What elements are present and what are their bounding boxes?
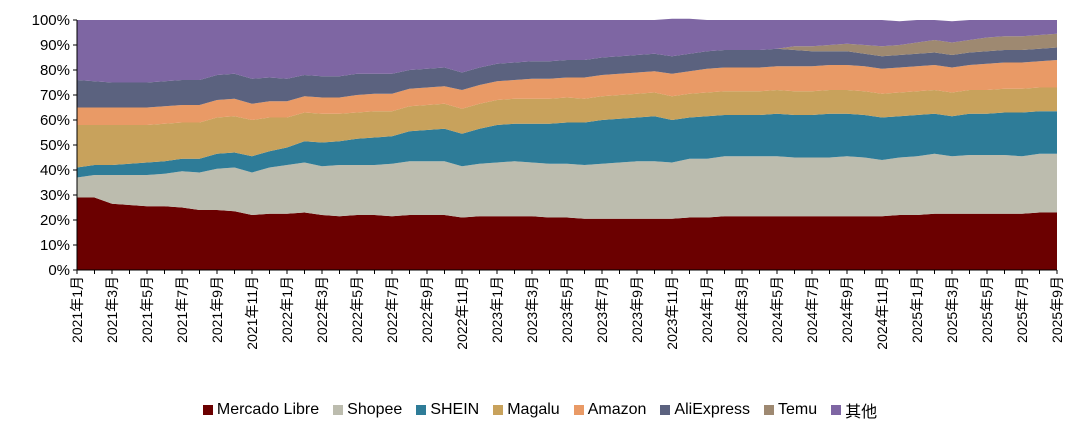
legend-item: Shopee: [333, 401, 402, 419]
legend-label: Temu: [777, 401, 818, 418]
y-tick-label: 10%: [40, 237, 70, 254]
x-tick-label: 2021年3月: [104, 276, 120, 343]
area-series-1: [77, 153, 1057, 219]
legend-item: Mercado Libre: [202, 401, 320, 419]
area-series-5: [77, 47, 1057, 108]
x-tick-label: 2023年11月: [664, 276, 680, 350]
legend-item: Amazon: [573, 401, 647, 419]
y-tick-label: 50%: [40, 137, 70, 154]
x-tick-label: 2023年3月: [524, 276, 540, 343]
legend-swatch: [660, 405, 671, 415]
x-tick-label: 2022年3月: [314, 276, 330, 343]
x-tick-label: 2024年7月: [804, 276, 820, 343]
x-tick-label: 2025年9月: [1049, 276, 1065, 343]
x-tick-label: 2022年11月: [454, 276, 470, 350]
legend-item: AliExpress: [660, 401, 750, 419]
legend-label: Mercado Libre: [216, 401, 320, 418]
x-tick-label: 2022年1月: [279, 276, 295, 343]
legend-item: Magalu: [493, 401, 560, 419]
area-series-3: [77, 87, 1057, 168]
x-tick-label: 2023年5月: [559, 276, 575, 343]
x-tick-label: 2023年7月: [594, 276, 610, 343]
legend-label: Shopee: [347, 401, 403, 418]
x-tick-label: 2024年11月: [874, 276, 890, 350]
x-tick-label: 2024年9月: [839, 276, 855, 343]
y-tick-label: 30%: [40, 187, 70, 204]
x-tick-label: 2021年9月: [209, 276, 225, 343]
x-tick-label: 2025年7月: [1014, 276, 1030, 343]
x-tick-label: 2022年7月: [384, 276, 400, 343]
area-series-group: [77, 18, 1057, 270]
x-tick-label: 2021年11月: [244, 276, 260, 350]
y-tick-label: 80%: [40, 62, 70, 79]
x-tick-label: 2023年9月: [629, 276, 645, 343]
legend-swatch: [831, 405, 842, 415]
y-tick-label: 60%: [40, 112, 70, 129]
x-tick-label: 2025年3月: [944, 276, 960, 343]
x-tick-label: 2021年5月: [139, 276, 155, 343]
x-tick-label: 2024年5月: [769, 276, 785, 343]
y-tick-label: 20%: [40, 212, 70, 229]
area-series-4: [77, 60, 1057, 125]
legend-label: SHEIN: [430, 401, 480, 418]
legend-swatch: [493, 405, 504, 415]
legend-label: AliExpress: [674, 401, 750, 418]
x-tick-label: 2025年1月: [909, 276, 925, 343]
y-tick-label: 70%: [40, 87, 70, 104]
legend-item: Temu: [763, 401, 818, 419]
legend: Mercado Libre Shopee SHEIN Magalu Amazon AliE…: [0, 398, 1080, 422]
legend-item: SHEIN: [416, 401, 479, 419]
x-tick-label: 2024年3月: [734, 276, 750, 343]
stacked-area-chart: 0% 10% 20% 30% 40% 50% 60% 70% 80% 90% 100% 2021年1月…: [32, 12, 1065, 350]
area-series-2: [77, 111, 1057, 178]
area-series-0: [77, 197, 1057, 270]
x-tick-label: 2022年5月: [349, 276, 365, 343]
x-tick-label: 2022年9月: [419, 276, 435, 343]
legend-item: 其他: [831, 398, 877, 422]
legend-label: Amazon: [587, 401, 647, 418]
x-tick-label: 2021年7月: [174, 276, 190, 343]
x-tick-label: 2023年1月: [489, 276, 505, 343]
legend-swatch: [573, 405, 584, 415]
legend-swatch: [202, 405, 213, 415]
legend-swatch: [763, 405, 774, 415]
legend-label: Magalu: [507, 401, 560, 418]
y-tick-label: 0%: [48, 262, 70, 279]
legend-label: 其他: [845, 404, 878, 421]
legend-swatch: [416, 405, 427, 415]
y-tick-label: 40%: [40, 162, 70, 179]
x-tick-label: 2021年1月: [69, 276, 85, 343]
x-tick-label: 2025年5月: [979, 276, 995, 343]
y-tick-label: 90%: [40, 37, 70, 54]
legend-swatch: [333, 405, 344, 415]
x-tick-label: 2024年1月: [699, 276, 715, 343]
area-series-7: [77, 18, 1057, 83]
y-tick-label: 100%: [32, 12, 70, 29]
